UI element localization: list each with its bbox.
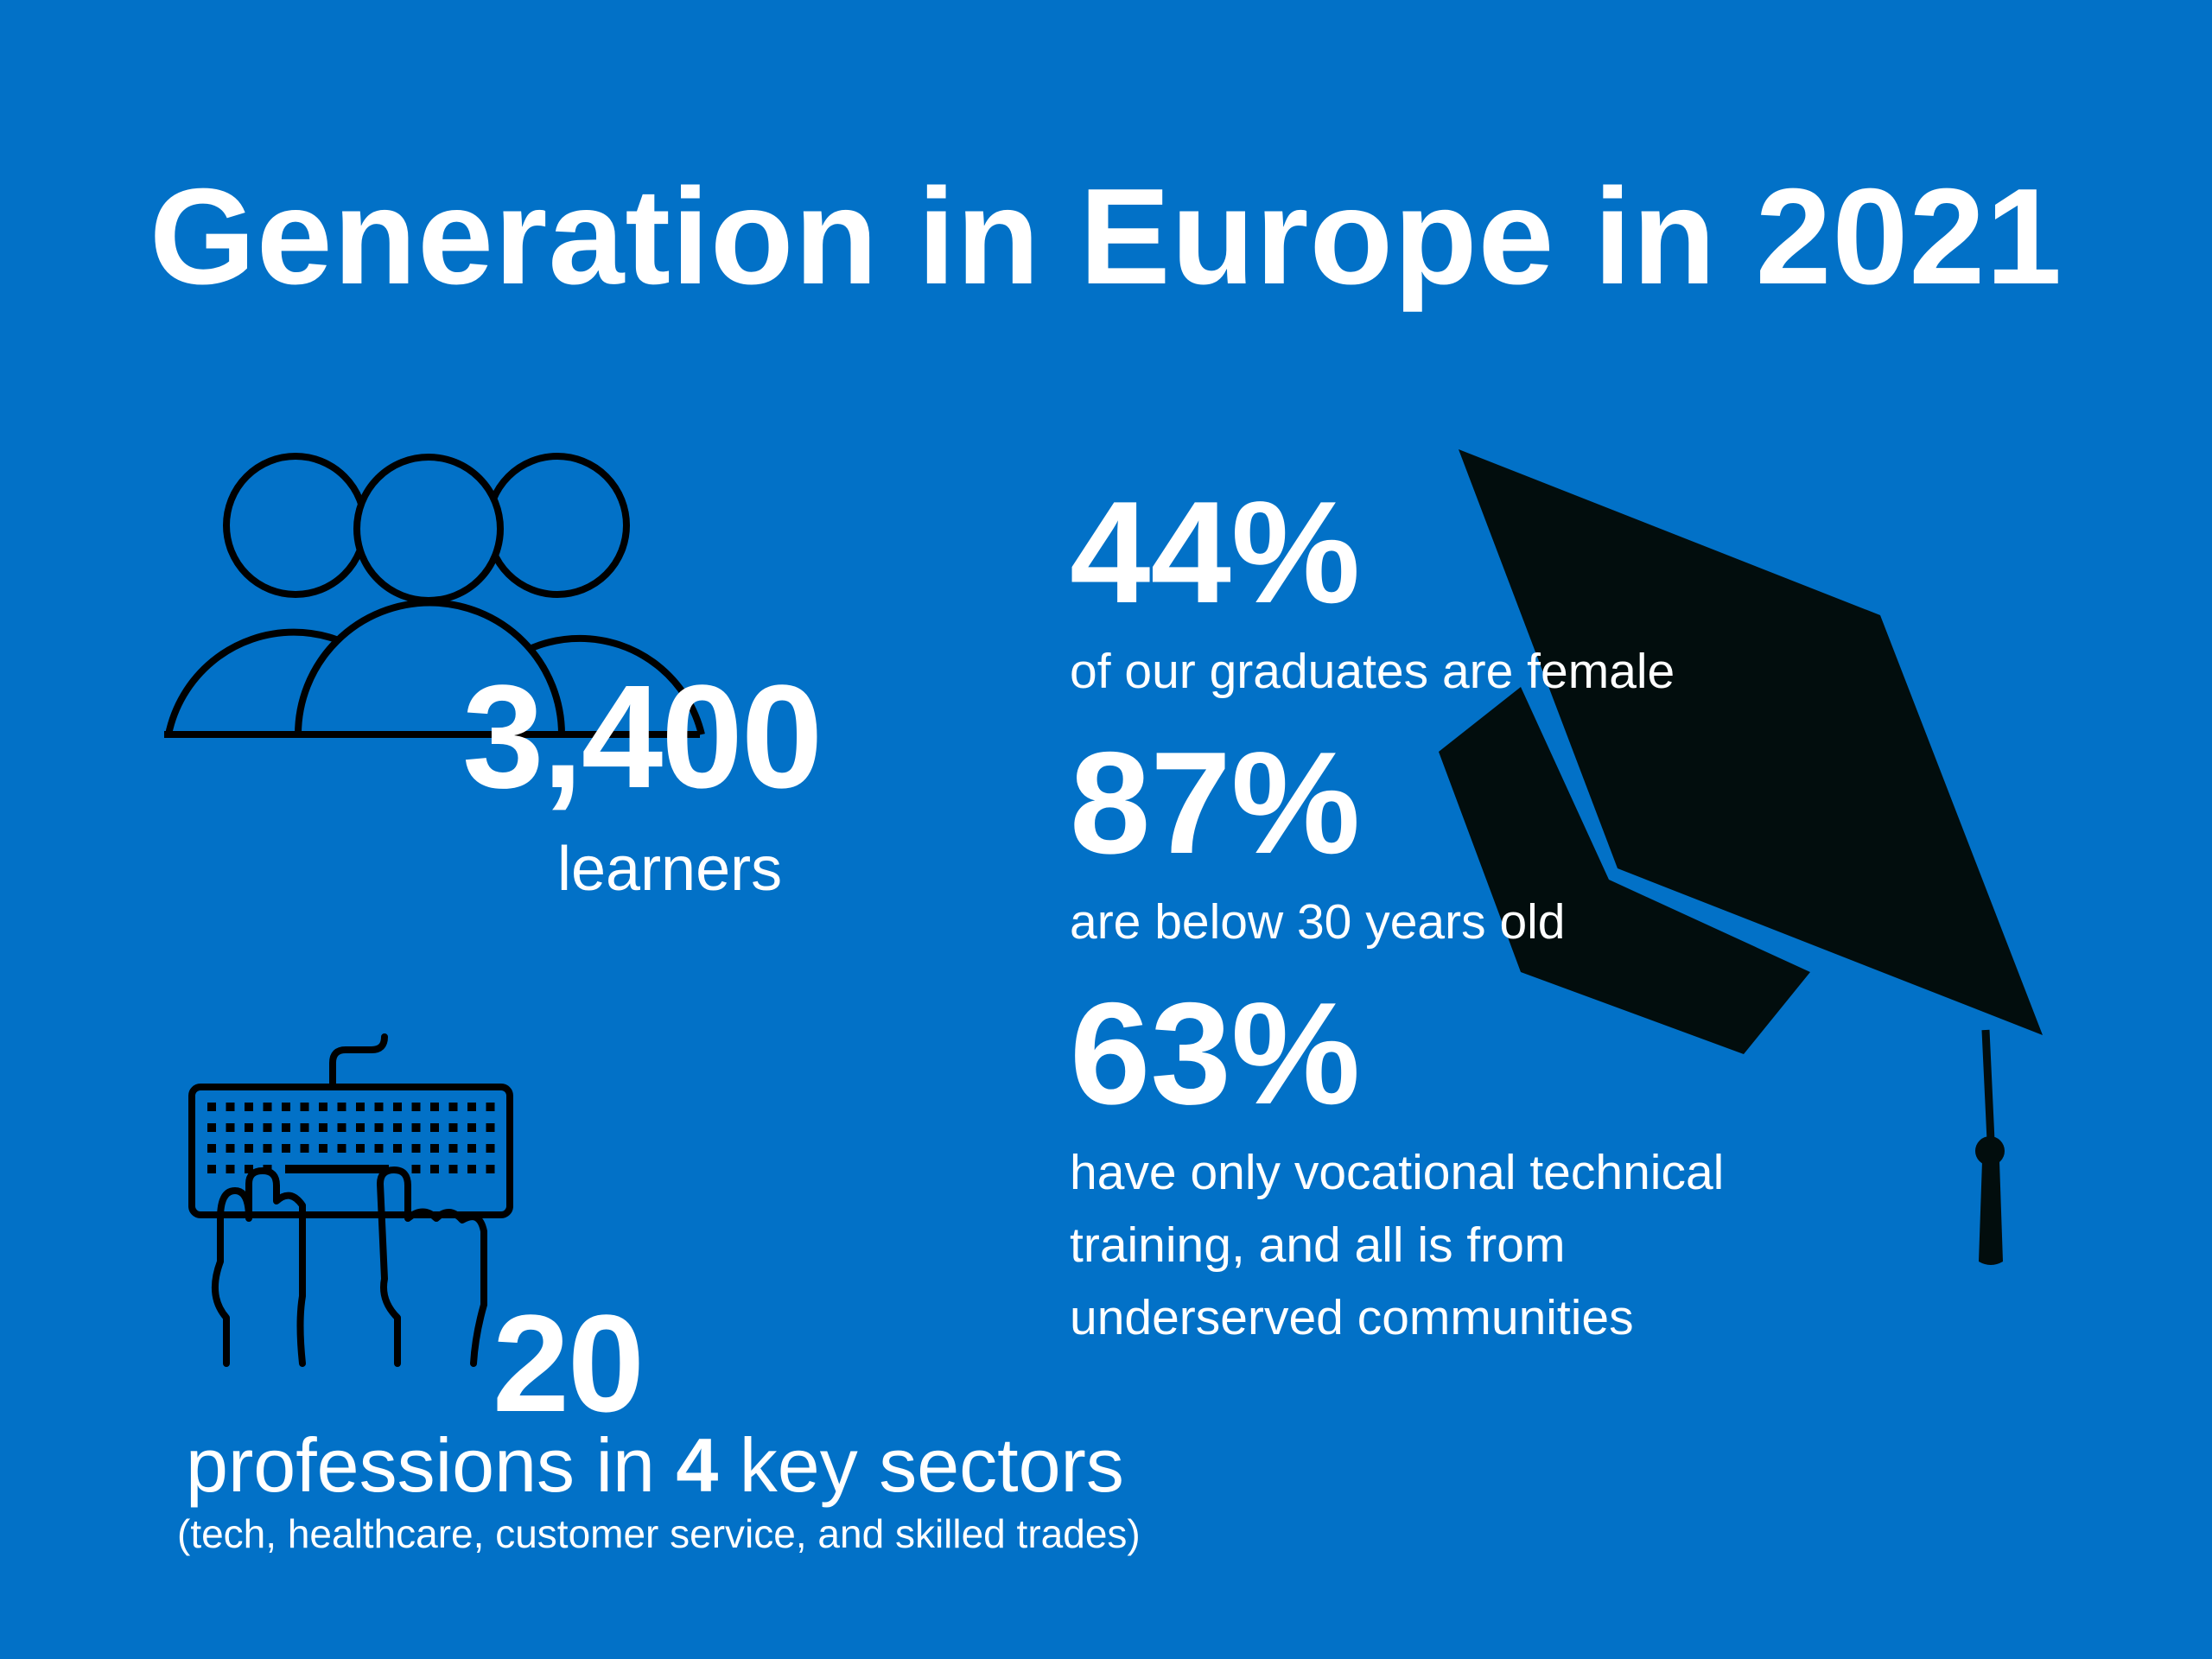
- key-icon: [356, 1123, 365, 1132]
- key-icon: [430, 1144, 439, 1153]
- key-icon: [263, 1144, 272, 1153]
- key-icon: [374, 1103, 384, 1111]
- key-icon: [486, 1165, 495, 1173]
- professions-count: 20: [493, 1286, 645, 1440]
- key-icon: [263, 1103, 272, 1111]
- key-icon: [207, 1103, 216, 1111]
- stat-vocational-line: underserved communities: [1070, 1290, 1634, 1345]
- sector-count: 4: [676, 1422, 719, 1508]
- stat-vocational-line: have only vocational technical: [1070, 1145, 1725, 1200]
- key-icon: [245, 1165, 253, 1173]
- key-icon: [448, 1165, 458, 1173]
- key-icon: [486, 1123, 495, 1132]
- key-icon: [411, 1144, 421, 1153]
- key-icon: [282, 1144, 290, 1153]
- key-icon: [226, 1103, 235, 1111]
- key-icon: [356, 1103, 365, 1111]
- key-icon: [467, 1123, 476, 1132]
- key-icon: [486, 1144, 495, 1153]
- key-icon: [337, 1123, 346, 1132]
- key-icon: [411, 1103, 421, 1111]
- key-icon: [393, 1123, 402, 1132]
- key-icon: [430, 1123, 439, 1132]
- key-icon: [207, 1144, 216, 1153]
- key-icon: [319, 1144, 327, 1153]
- key-icon: [393, 1103, 402, 1111]
- key-icon: [337, 1144, 346, 1153]
- key-icon: [245, 1103, 253, 1111]
- stat-under30-label: are below 30 years old: [1070, 894, 1566, 950]
- spacebar-icon: [285, 1165, 389, 1173]
- learners-label: learners: [557, 835, 783, 904]
- stat-female-label: of our graduates are female: [1070, 644, 1675, 699]
- key-icon: [374, 1123, 384, 1132]
- key-icon: [245, 1144, 253, 1153]
- stat-vocational-value: 63%: [1070, 972, 1361, 1135]
- stat-vocational-line: training, and all is from: [1070, 1217, 1566, 1273]
- key-icon: [300, 1144, 309, 1153]
- key-icon: [282, 1123, 290, 1132]
- key-icon: [207, 1123, 216, 1132]
- key-icon: [467, 1144, 476, 1153]
- key-icon: [263, 1123, 272, 1132]
- professions-line: professions in 4 key sectors: [186, 1427, 1124, 1503]
- key-icon: [245, 1123, 253, 1132]
- key-icon: [282, 1103, 290, 1111]
- learners-count: 3,400: [462, 655, 823, 819]
- page-title: Generation in Europe in 2021: [149, 161, 2063, 313]
- professions-text-before: professions in: [186, 1422, 677, 1508]
- key-icon: [263, 1165, 272, 1173]
- key-icon: [226, 1144, 235, 1153]
- key-icon: [467, 1103, 476, 1111]
- key-icon: [448, 1103, 458, 1111]
- key-icon: [486, 1103, 495, 1111]
- professions-text-after: key sectors: [718, 1422, 1124, 1508]
- key-icon: [374, 1144, 384, 1153]
- key-icon: [300, 1123, 309, 1132]
- key-icon: [448, 1144, 458, 1153]
- key-icon: [411, 1123, 421, 1132]
- key-icon: [226, 1165, 235, 1173]
- stat-female-value: 44%: [1070, 471, 1361, 633]
- key-icon: [300, 1103, 309, 1111]
- key-icon: [467, 1165, 476, 1173]
- key-icon: [430, 1165, 439, 1173]
- stat-under30-value: 87%: [1070, 721, 1361, 884]
- key-icon: [319, 1123, 327, 1132]
- key-icon: [207, 1165, 216, 1173]
- key-icon: [430, 1103, 439, 1111]
- key-icon: [393, 1144, 402, 1153]
- key-icon: [319, 1103, 327, 1111]
- key-icon: [411, 1165, 421, 1173]
- key-icon: [226, 1123, 235, 1132]
- stat-vocational-label: have only vocational technical training,…: [1070, 1136, 1724, 1354]
- sectors-note: (tech, healthcare, customer service, and…: [177, 1511, 1141, 1556]
- key-icon: [337, 1103, 346, 1111]
- key-icon: [356, 1144, 365, 1153]
- key-icon: [448, 1123, 458, 1132]
